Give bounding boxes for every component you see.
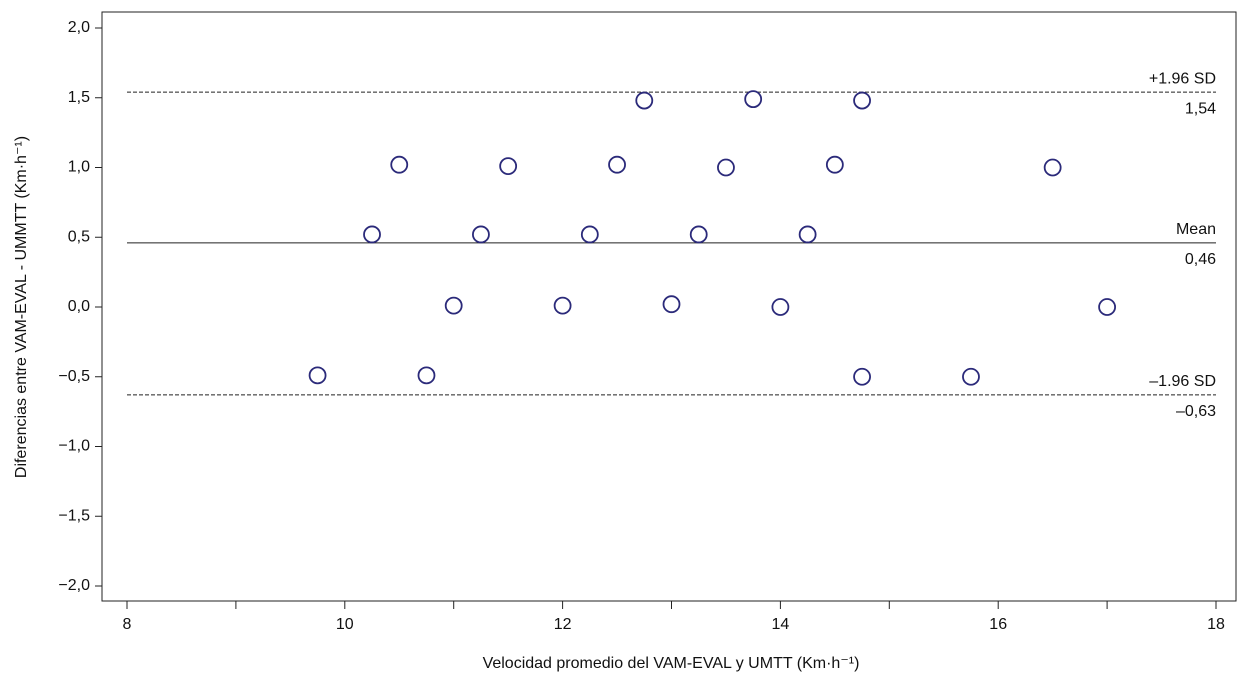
data-point bbox=[853, 91, 871, 110]
y-tick-label: 0,5 bbox=[68, 228, 90, 245]
x-tick-label: 18 bbox=[1207, 616, 1225, 633]
data-point bbox=[499, 157, 518, 176]
data-point bbox=[1098, 298, 1116, 316]
y-tick-label: 1,5 bbox=[68, 89, 90, 106]
x-tick-label: 12 bbox=[554, 616, 572, 633]
data-point bbox=[798, 225, 817, 244]
reference-line-name: +1.96 SD bbox=[1149, 70, 1216, 87]
data-point bbox=[853, 367, 871, 386]
data-point bbox=[771, 298, 790, 316]
y-tick-label: 2,0 bbox=[68, 19, 90, 36]
x-axis-label: Velocidad promedio del VAM-EVAL y UMTT (… bbox=[483, 655, 860, 672]
data-point bbox=[825, 155, 844, 174]
data-point bbox=[962, 367, 980, 386]
data-point bbox=[608, 155, 626, 174]
data-point bbox=[744, 90, 763, 109]
y-tick-label: −1,5 bbox=[58, 507, 90, 524]
data-point bbox=[417, 366, 436, 385]
data-point bbox=[363, 225, 381, 244]
data-point bbox=[662, 295, 681, 314]
x-tick-label: 16 bbox=[989, 616, 1007, 633]
data-point bbox=[444, 296, 463, 315]
reference-line-value: 0,46 bbox=[1185, 251, 1216, 268]
y-tick-label: 0,0 bbox=[68, 298, 90, 315]
data-point bbox=[689, 225, 708, 244]
data-point bbox=[308, 366, 327, 385]
reference-line-name: –1.96 SD bbox=[1149, 373, 1216, 390]
y-tick-label: −0,5 bbox=[58, 368, 90, 385]
reference-line-value: 1,54 bbox=[1185, 100, 1216, 117]
reference-line-value: –0,63 bbox=[1176, 403, 1216, 420]
data-point bbox=[580, 225, 599, 244]
y-tick-label: 1,0 bbox=[68, 159, 90, 176]
data-point bbox=[553, 296, 572, 315]
x-tick-label: 8 bbox=[123, 616, 132, 633]
x-tick-label: 14 bbox=[772, 616, 790, 633]
reference-line-name: Mean bbox=[1176, 221, 1216, 238]
data-point bbox=[635, 91, 654, 110]
data-point bbox=[717, 158, 735, 177]
data-point bbox=[390, 155, 409, 174]
y-axis-label: Diferencias entre VAM-EVAL - UMMTT (Km·h… bbox=[13, 136, 30, 478]
data-point bbox=[472, 225, 490, 244]
y-tick-label: −1,0 bbox=[58, 438, 90, 455]
data-point bbox=[1043, 158, 1062, 177]
y-tick-label: −2,0 bbox=[58, 577, 90, 594]
x-tick-label: 10 bbox=[336, 616, 354, 633]
